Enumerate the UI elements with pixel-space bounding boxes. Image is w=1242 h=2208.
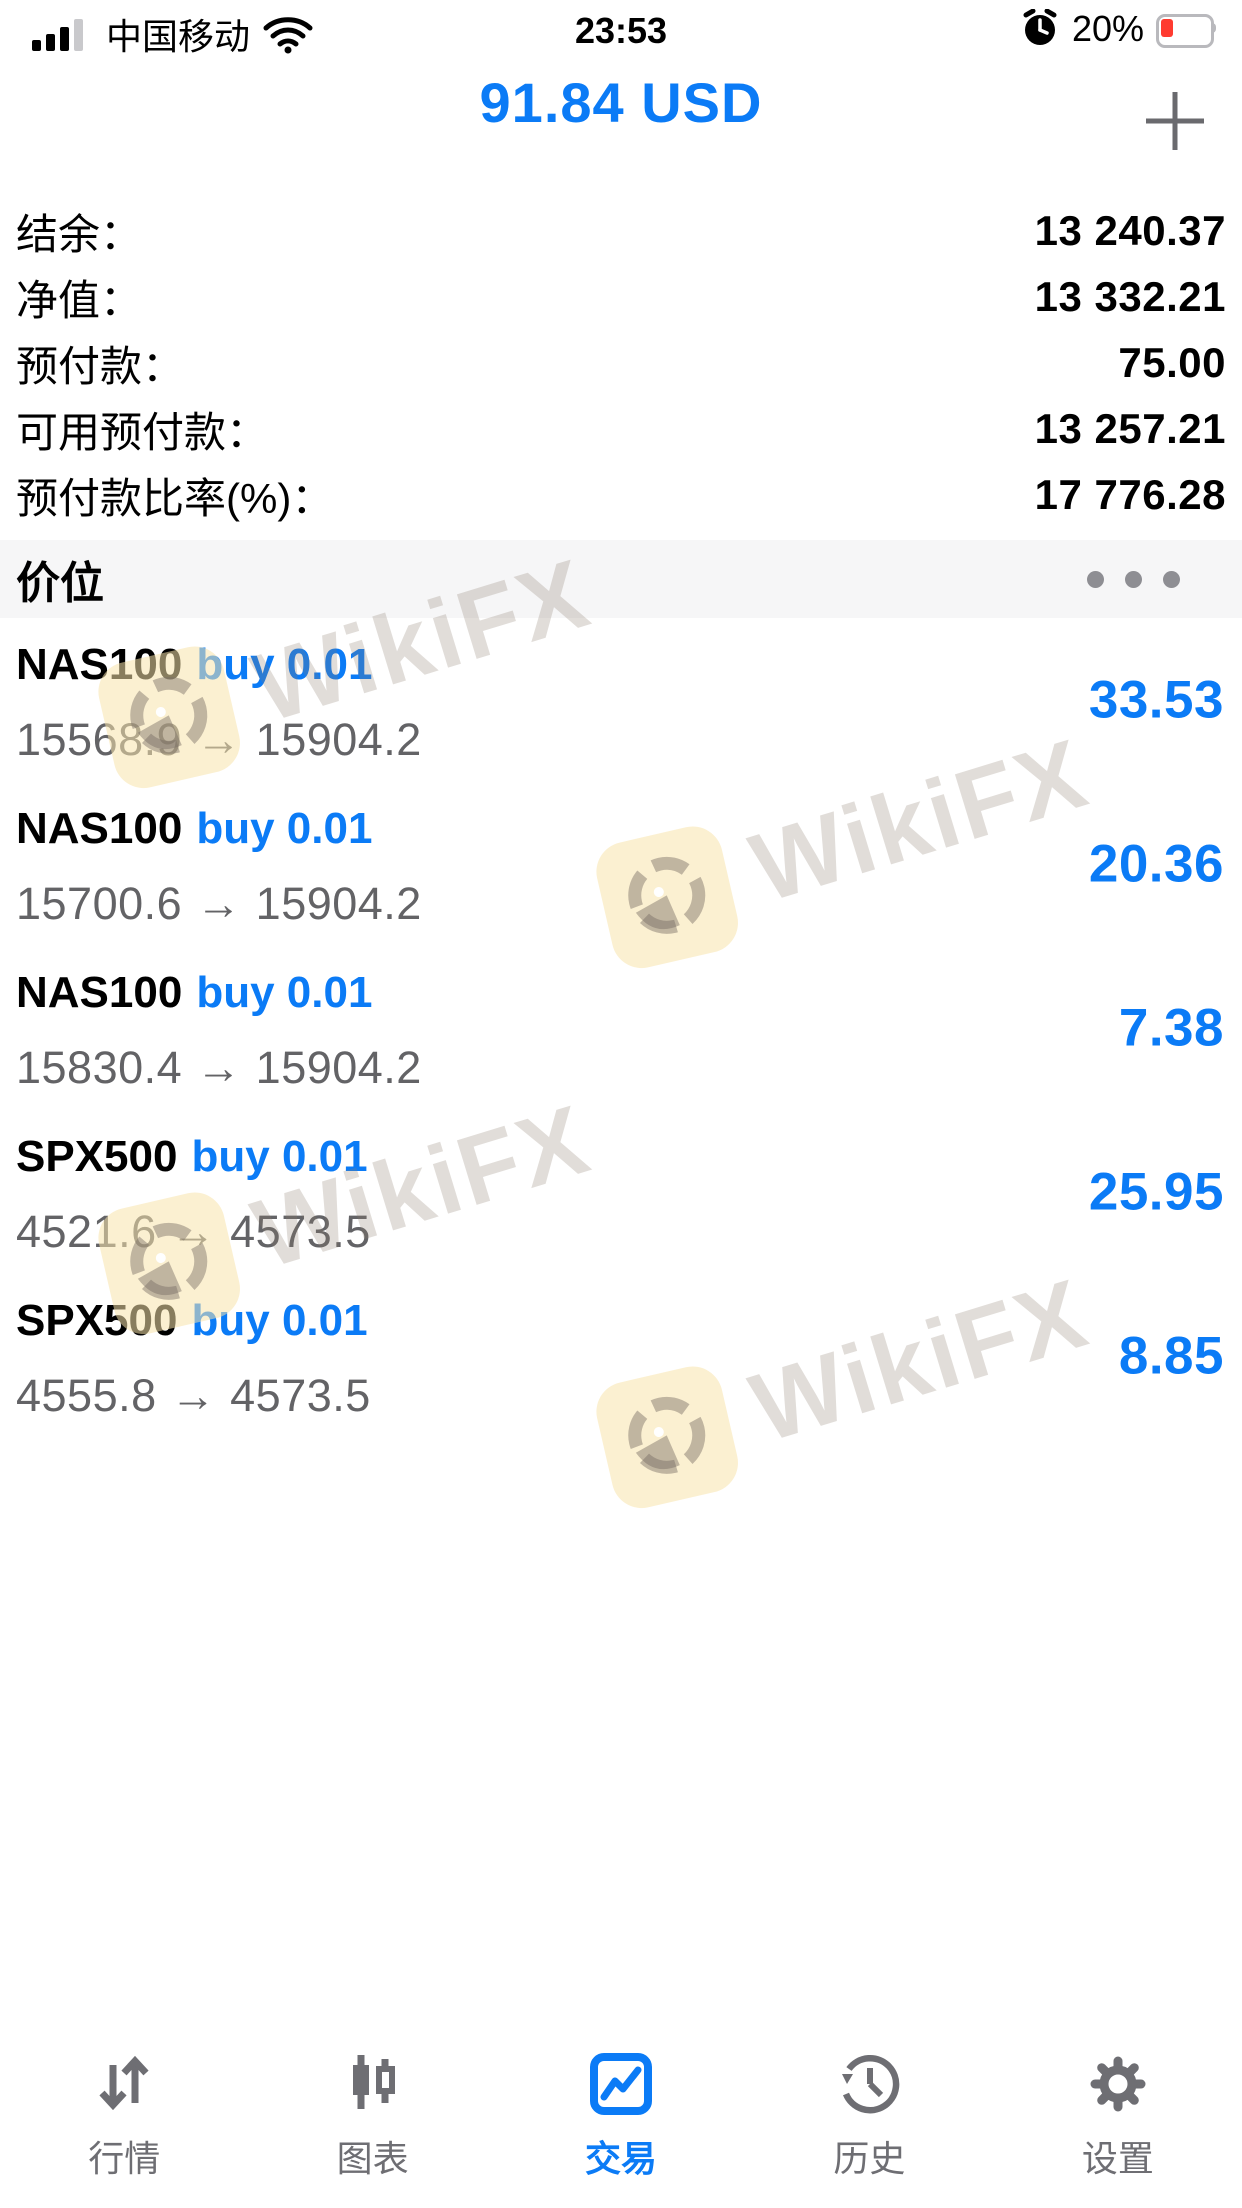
arrow-right-icon: → [196, 878, 242, 929]
positions-list: NAS100 buy 0.01 15568.9 → 15904.2 33.53 NAS… [0, 618, 1242, 1438]
position-side: buy [191, 1296, 270, 1345]
position-open-price: 15830.4 [16, 1042, 183, 1093]
wifi-icon [263, 17, 313, 54]
position-current-price: 15904.2 [255, 878, 422, 929]
status-bar: 中国移动 23:53 20% [0, 0, 1242, 60]
position-row[interactable]: NAS100 buy 0.01 15568.9 → 15904.2 33.53 [0, 618, 1242, 782]
tab-charts[interactable]: 图表 [248, 2040, 496, 2208]
header: 91.84 USD [0, 70, 1242, 170]
account-row-margin-level: 预付款比率(%)： 17 776.28 [0, 462, 1242, 528]
tab-label: 行情 [88, 2138, 161, 2179]
account-label: 预付款： [16, 342, 185, 390]
account-value: 13 240.37 [1034, 207, 1226, 254]
position-current-price: 15904.2 [255, 1042, 422, 1093]
tab-trade[interactable]: 交易 [497, 2040, 745, 2208]
battery-percent-label: 20% [1071, 8, 1144, 49]
position-row[interactable]: SPX500 buy 0.01 4521.6 → 4573.5 25.95 [0, 1110, 1242, 1274]
position-symbol: NAS100 [16, 640, 183, 689]
position-symbol: SPX500 [16, 1132, 178, 1181]
position-open-price: 4555.8 [16, 1370, 157, 1421]
positions-section-header: 价位 [0, 540, 1242, 618]
position-profit: 7.38 [1118, 998, 1224, 1058]
positions-section-title: 价位 [16, 559, 104, 608]
position-row[interactable]: SPX500 buy 0.01 4555.8 → 4573.5 8.85 [0, 1274, 1242, 1438]
position-side: buy [196, 968, 275, 1017]
gear-icon [1084, 2050, 1152, 2118]
account-label: 预付款比率(%)： [16, 474, 334, 522]
position-volume: 0.01 [281, 1296, 368, 1345]
account-value: 13 257.21 [1034, 405, 1226, 452]
position-open-price: 15568.9 [16, 714, 183, 765]
account-label: 净值： [16, 276, 143, 324]
tab-label: 交易 [585, 2138, 658, 2179]
clock-time: 23:53 [574, 10, 668, 51]
account-label: 结余： [16, 210, 143, 258]
position-side: buy [196, 640, 275, 689]
battery-icon [1156, 14, 1216, 48]
position-volume: 0.01 [286, 640, 373, 689]
tab-label: 设置 [1081, 2138, 1154, 2179]
position-symbol: NAS100 [16, 804, 183, 853]
account-summary: 结余： 13 240.37 净值： 13 332.21 预付款： 75.00 可… [0, 198, 1242, 528]
account-row-margin: 预付款： 75.00 [0, 330, 1242, 396]
carrier-label: 中国移动 [106, 16, 251, 57]
tab-label: 历史 [833, 2138, 906, 2179]
position-profit: 20.36 [1088, 834, 1224, 894]
up-down-arrows-icon [90, 2050, 158, 2118]
position-volume: 0.01 [286, 968, 373, 1017]
arrow-right-icon: → [170, 1206, 217, 1257]
tab-label: 图表 [336, 2138, 409, 2179]
account-value: 17 776.28 [1034, 471, 1226, 518]
position-profit: 25.95 [1088, 1162, 1224, 1222]
position-volume: 0.01 [286, 804, 373, 853]
account-label: 可用预付款： [16, 408, 269, 456]
position-profit: 8.85 [1118, 1326, 1224, 1386]
arrow-right-icon: → [196, 1042, 242, 1093]
position-side: buy [191, 1132, 270, 1181]
alarm-icon [1023, 9, 1057, 45]
position-row[interactable]: NAS100 buy 0.01 15830.4 → 15904.2 7.38 [0, 946, 1242, 1110]
page-title: 91.84 USD [479, 71, 763, 134]
tab-history[interactable]: 历史 [745, 2040, 993, 2208]
battery-fill [1161, 19, 1173, 37]
position-side: buy [196, 804, 275, 853]
position-volume: 0.01 [281, 1132, 368, 1181]
history-clock-icon [835, 2050, 903, 2118]
account-value: 75.00 [1118, 339, 1226, 386]
tab-bar: 行情 图表 交易 [0, 2040, 1242, 2208]
account-row-balance: 结余： 13 240.37 [0, 198, 1242, 264]
position-current-price: 4573.5 [230, 1370, 371, 1421]
more-options-icon[interactable] [1087, 570, 1226, 588]
position-open-price: 4521.6 [16, 1206, 157, 1257]
position-symbol: SPX500 [16, 1296, 178, 1345]
position-profit: 33.53 [1088, 670, 1224, 730]
arrow-right-icon: → [170, 1370, 217, 1421]
position-current-price: 4573.5 [230, 1206, 371, 1257]
arrow-right-icon: → [196, 714, 242, 765]
add-button[interactable] [1142, 88, 1208, 154]
account-row-equity: 净值： 13 332.21 [0, 264, 1242, 330]
cellular-signal-icon [32, 19, 83, 51]
position-symbol: NAS100 [16, 968, 183, 1017]
account-value: 13 332.21 [1034, 273, 1226, 320]
tab-quotes[interactable]: 行情 [0, 2040, 248, 2208]
candlestick-chart-icon [339, 2050, 407, 2118]
tab-settings[interactable]: 设置 [994, 2040, 1242, 2208]
position-row[interactable]: NAS100 buy 0.01 15700.6 → 15904.2 20.36 [0, 782, 1242, 946]
position-current-price: 15904.2 [255, 714, 422, 765]
trade-chart-icon [587, 2050, 655, 2118]
position-open-price: 15700.6 [16, 878, 183, 929]
account-row-free-margin: 可用预付款： 13 257.21 [0, 396, 1242, 462]
